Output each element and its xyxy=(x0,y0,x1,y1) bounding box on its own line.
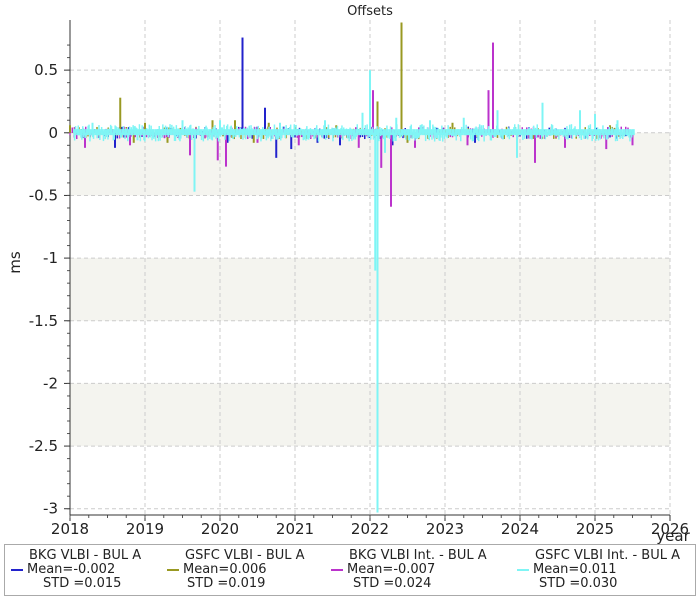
legend-item-bkg-vlbi-int: BKG VLBI Int. - BUL A Mean=-0.007 STD =0… xyxy=(331,549,511,591)
x-tick-label: 2026 xyxy=(651,520,689,538)
x-tick-label: 2025 xyxy=(576,520,614,538)
legend-mean: Mean=0.006 xyxy=(183,562,267,577)
y-tick-label: -1.5 xyxy=(29,312,58,330)
y-tick-label: -0.5 xyxy=(29,186,58,204)
y-tick-label: -3 xyxy=(43,500,58,518)
x-tick-label: 2022 xyxy=(351,520,389,538)
legend-swatch xyxy=(11,568,23,571)
legend-item-bkg-vlbi: BKG VLBI - BUL A Mean=-0.002 STD =0.015 xyxy=(11,549,161,591)
x-tick-label: 2019 xyxy=(126,520,164,538)
chart-title: Offsets xyxy=(347,4,393,19)
legend-std: STD =0.030 xyxy=(539,576,618,591)
x-axis-label: year xyxy=(656,527,690,545)
y-tick-label: -1 xyxy=(43,249,58,267)
legend-swatch xyxy=(517,568,529,571)
y-axis-label: ms xyxy=(6,251,24,274)
legend: BKG VLBI - BUL A Mean=-0.002 STD =0.015 … xyxy=(4,544,696,596)
x-tick-label: 2023 xyxy=(426,520,464,538)
legend-std: STD =0.015 xyxy=(43,576,122,591)
legend-label: GSFC VLBI Int. - BUL A xyxy=(535,548,680,563)
legend-label: BKG VLBI - BUL A xyxy=(29,548,142,563)
legend-label: BKG VLBI Int. - BUL A xyxy=(349,548,487,563)
x-tick-label: 2020 xyxy=(201,520,239,538)
y-tick-label: -2.5 xyxy=(29,437,58,455)
legend-item-gsfc-vlbi-int: GSFC VLBI Int. - BUL A Mean=0.011 STD =0… xyxy=(517,549,695,591)
legend-std: STD =0.019 xyxy=(187,576,266,591)
x-tick-label: 2018 xyxy=(51,520,89,538)
legend-mean: Mean=-0.002 xyxy=(27,562,116,577)
y-tick-label: 0 xyxy=(48,124,58,142)
legend-item-gsfc-vlbi: GSFC VLBI - BUL A Mean=0.006 STD =0.019 xyxy=(167,549,327,591)
legend-swatch xyxy=(167,568,179,571)
legend-std: STD =0.024 xyxy=(353,576,432,591)
legend-swatch xyxy=(331,568,343,571)
legend-label: GSFC VLBI - BUL A xyxy=(185,548,305,563)
y-tick-label: 0.5 xyxy=(34,61,58,79)
x-tick-label: 2024 xyxy=(501,520,539,538)
x-tick-label: 2021 xyxy=(276,520,314,538)
legend-mean: Mean=0.011 xyxy=(533,562,617,577)
legend-mean: Mean=-0.007 xyxy=(347,562,436,577)
y-tick-label: -2 xyxy=(43,374,58,392)
